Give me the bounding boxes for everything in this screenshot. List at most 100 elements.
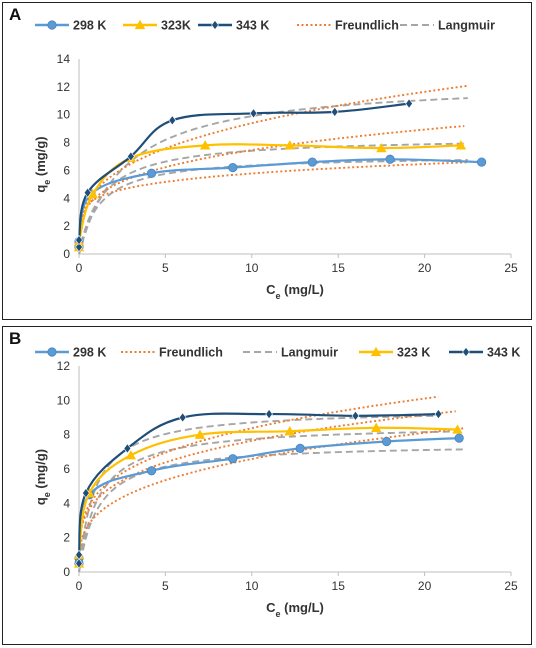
legend-label: 323K [161, 19, 191, 33]
data-point [265, 408, 273, 420]
legend-marker [211, 19, 219, 31]
data-point [284, 140, 296, 150]
x-axis-title-sub: e [276, 609, 281, 619]
data-point [75, 549, 83, 560]
y-tick-label: 8 [63, 428, 70, 442]
legend-item: 343 K [198, 19, 269, 33]
legend-item: 323 K [359, 346, 430, 360]
panel-letter-a: A [9, 5, 22, 24]
x-axis-title-sub: e [276, 291, 281, 301]
legend-item: 298 K [35, 346, 106, 360]
data-point [249, 108, 258, 119]
legend-item: 323K [123, 19, 191, 33]
x-tick-label: 25 [504, 261, 518, 275]
y-tick-label: 12 [57, 80, 71, 94]
langmuir-fit-3 [78, 97, 468, 255]
langmuir-fit-2 [78, 142, 465, 255]
x-tick-label: 20 [418, 579, 432, 593]
data-point [434, 408, 443, 420]
legend-marker [47, 20, 57, 30]
data-point [307, 157, 317, 167]
legend-label: 343 K [236, 19, 269, 33]
series-points-3 [75, 98, 413, 253]
legend-marker [47, 347, 57, 357]
series-line-2 [77, 426, 458, 565]
y-tick-label: 4 [63, 191, 70, 205]
x-tick-label: 0 [76, 579, 83, 593]
langmuir-fit-1 [78, 448, 465, 573]
data-point [477, 157, 487, 167]
y-tick-label: 2 [63, 219, 70, 233]
data-point [123, 443, 132, 454]
data-point [127, 151, 135, 162]
freundlich-fit-2 [78, 125, 465, 230]
legend-item: 298 K [35, 19, 106, 33]
legend-label: 298 K [73, 346, 106, 360]
data-point [330, 106, 339, 118]
data-point [82, 487, 90, 499]
y-tick-label: 4 [63, 496, 70, 510]
y-tick-label: 12 [57, 359, 71, 373]
legend-item: Freundlich [121, 346, 223, 360]
x-axis-title-unit: (mg/L) [281, 282, 324, 297]
data-point [146, 168, 157, 178]
series-line-1 [77, 437, 460, 567]
data-point [376, 142, 387, 153]
data-point [75, 241, 83, 253]
x-tick-label: 5 [162, 261, 169, 275]
x-axis-title-main: C [266, 282, 276, 297]
x-axis-title-main: C [266, 600, 276, 615]
freundlich-fit-1 [78, 161, 468, 221]
legend-marker [370, 346, 382, 357]
data-point [87, 188, 99, 199]
legend-marker [134, 19, 146, 30]
x-tick-label: 5 [162, 579, 169, 593]
chart-panel-b: B 0 2 4 6 8 10 12 0 5 10 15 20 25 Ce (mg/L) qe (mg/g) 2… [2, 326, 532, 645]
y-tick-label: 6 [63, 462, 70, 476]
x-tick-label: 10 [245, 579, 259, 593]
y-tick-label: 2 [63, 531, 70, 545]
data-point [454, 433, 464, 443]
x-tick-label: 15 [332, 579, 346, 593]
legend-item: Freundlich [297, 19, 399, 33]
data-point [178, 412, 187, 423]
y-tick-label: 6 [63, 163, 70, 177]
langmuir-fit-2 [78, 430, 456, 573]
data-point [168, 115, 177, 126]
legend-item: Langmuir [243, 346, 338, 360]
y-axis-title: qe (mg/g) [33, 136, 52, 192]
legend-label: Freundlich [159, 346, 223, 360]
x-tick-label: 25 [504, 579, 518, 593]
legend-label: Langmuir [281, 346, 338, 360]
langmuir-fit-1 [78, 159, 468, 255]
data-point [199, 140, 211, 150]
y-axis-title-main: q [33, 185, 48, 193]
legend-label: 343 K [487, 346, 520, 360]
y-tick-label: 0 [63, 247, 70, 261]
y-axis-title: qe (mg/g) [33, 449, 52, 505]
data-point [351, 410, 360, 421]
data-point [385, 154, 395, 164]
series-line-3 [77, 412, 439, 565]
data-point [381, 436, 392, 447]
y-tick-label: 10 [57, 108, 71, 122]
data-point [371, 422, 382, 432]
legend-label: 323 K [397, 346, 430, 360]
legend-label: 298 K [73, 19, 106, 33]
y-axis-title-sub: e [42, 492, 52, 497]
data-point [452, 424, 463, 434]
x-tick-label: 10 [245, 261, 259, 275]
x-axis-title: Ce (mg/L) [266, 282, 324, 301]
freundlich-fit-3 [78, 395, 439, 540]
data-point [83, 187, 92, 198]
y-tick-label: 10 [57, 393, 71, 407]
y-tick-label: 8 [63, 136, 70, 150]
data-point [284, 426, 296, 436]
y-axis-title-main: q [33, 497, 48, 505]
legend-marker [462, 346, 470, 358]
data-point [405, 98, 413, 109]
data-point [228, 454, 238, 464]
series-line-1 [76, 158, 482, 249]
y-axis-title-unit: (mg/g) [33, 449, 48, 492]
